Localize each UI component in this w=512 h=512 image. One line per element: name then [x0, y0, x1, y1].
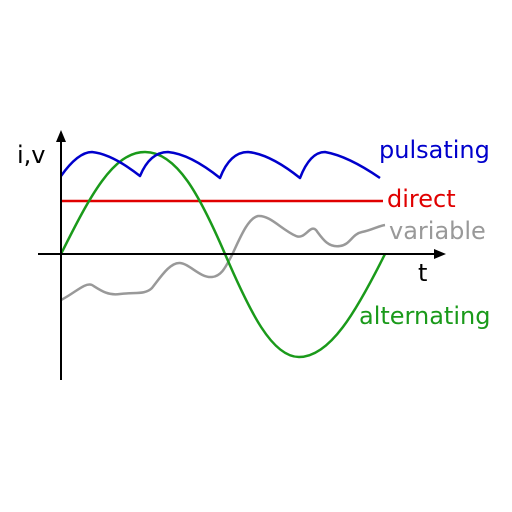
alternating-label: alternating	[359, 302, 490, 330]
variable-curve	[60, 214, 386, 302]
pulsating-curve	[59, 150, 381, 180]
pulsating-label: pulsating	[379, 136, 490, 164]
direct-label: direct	[387, 185, 456, 213]
x-axis-arrow	[434, 249, 446, 259]
variable-label: variable	[389, 217, 486, 245]
y-axis-arrow	[56, 130, 66, 142]
y-axis-label: i,v	[17, 141, 46, 169]
x-axis-label: t	[418, 259, 427, 287]
